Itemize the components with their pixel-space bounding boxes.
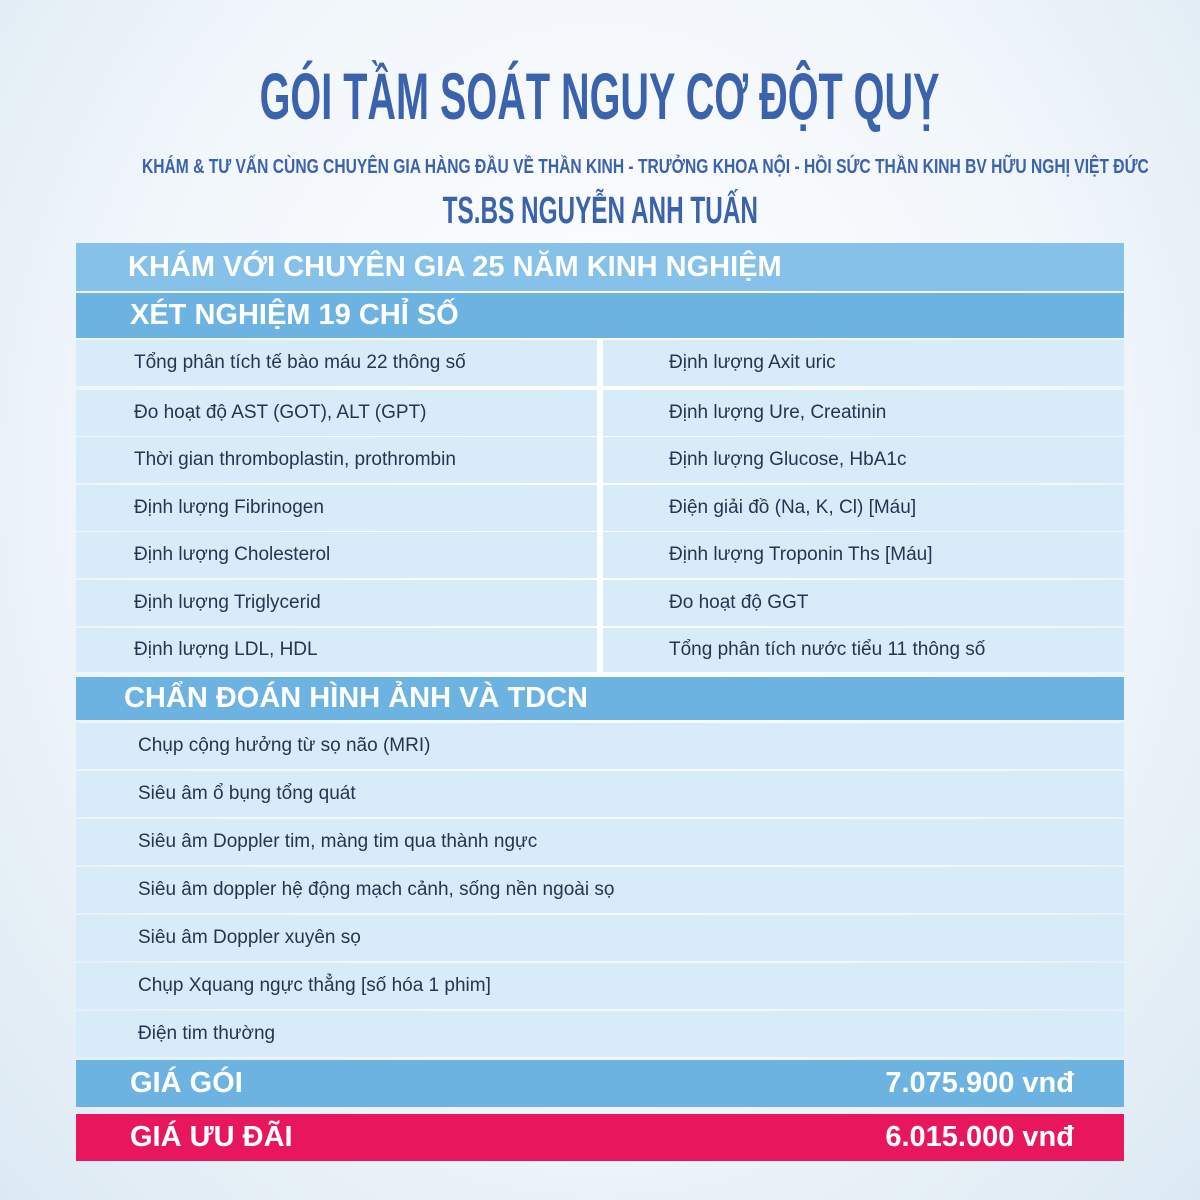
lab-test-item: Định lượng Fibrinogen xyxy=(76,485,597,531)
section-header: GIÁ ƯU ĐÃI 6.015.000 vnđ xyxy=(76,1114,1124,1161)
section-title: XÉT NGHIỆM 19 CHỈ SỐ xyxy=(130,299,459,331)
lab-test-item: Định lượng LDL, HDL xyxy=(76,628,597,672)
lab-test-item: Định lượng Triglycerid xyxy=(76,580,597,626)
imaging-item: Siêu âm ổ bụng tổng quát xyxy=(76,771,1124,817)
lab-test-item: Điện giải đồ (Na, K, Cl) [Máu] xyxy=(603,485,1124,531)
title-wrap: GÓI TẦM SOÁT NGUY CƠ ĐỘT QUỴ xyxy=(0,58,1200,134)
imaging-item: Điện tim thường xyxy=(76,1011,1124,1057)
section-title: GIÁ GÓI xyxy=(130,1067,243,1099)
price: 6.015.000 vnđ xyxy=(885,1121,1074,1153)
lab-test-item: Tổng phân tích tế bào máu 22 thông số xyxy=(76,340,597,386)
lab-test-item: Thời gian thromboplastin, prothrombin xyxy=(76,437,597,483)
lab-test-item: Đo hoạt độ AST (GOT), ALT (GPT) xyxy=(76,390,597,436)
lab-test-item: Định lượng Ure, Creatinin xyxy=(603,390,1124,436)
lab-test-item: Đo hoạt độ GGT xyxy=(603,580,1124,626)
section-header: CHẨN ĐOÁN HÌNH ẢNH VÀ TDCN xyxy=(76,677,1124,720)
imaging-item: Siêu âm Doppler xuyên sọ xyxy=(76,915,1124,961)
imaging-item: Chụp cộng hưởng từ sọ não (MRI) xyxy=(76,723,1124,769)
title: GÓI TẦM SOÁT NGUY CƠ ĐỘT QUỴ xyxy=(260,59,940,133)
price: 7.075.900 vnđ xyxy=(885,1067,1074,1099)
imaging-item: Chụp Xquang ngực thẳng [số hóa 1 phim] xyxy=(76,963,1124,1009)
doctor-wrap: TS.BS NGUYỄN ANH TUẤN xyxy=(0,190,1200,233)
lab-test-item: Định lượng Glucose, HbA1c xyxy=(603,437,1124,483)
section-title: GIÁ ƯU ĐÃI xyxy=(130,1121,293,1153)
lab-test-item: Định lượng Cholesterol xyxy=(76,532,597,578)
lab-test-item: Định lượng Axit uric xyxy=(603,340,1124,386)
section-header: XÉT NGHIỆM 19 CHỈ SỐ xyxy=(76,293,1124,338)
lab-test-item: Định lượng Troponin Ths [Máu] xyxy=(603,532,1124,578)
lab-test-item: Tổng phân tích nước tiểu 11 thông số xyxy=(603,628,1124,672)
section-header: GIÁ GÓI 7.075.900 vnđ xyxy=(76,1060,1124,1107)
imaging-item: Siêu âm Doppler tim, màng tim qua thành … xyxy=(76,819,1124,865)
section-title: KHÁM VỚI CHUYÊN GIA 25 NĂM KINH NGHIỆM xyxy=(128,250,782,283)
section-header: KHÁM VỚI CHUYÊN GIA 25 NĂM KINH NGHIỆM xyxy=(76,243,1124,291)
section-title: CHẨN ĐOÁN HÌNH ẢNH VÀ TDCN xyxy=(124,682,588,714)
subtitle: KHÁM & TƯ VẤN CÙNG CHUYÊN GIA HÀNG ĐẦU V… xyxy=(141,156,1149,178)
doctor: TS.BS NGUYỄN ANH TUẤN xyxy=(442,190,758,232)
imaging-item: Siêu âm doppler hệ động mạch cảnh, sống … xyxy=(76,867,1124,913)
subtitle-wrap: KHÁM & TƯ VẤN CÙNG CHUYÊN GIA HÀNG ĐẦU V… xyxy=(0,156,1200,179)
